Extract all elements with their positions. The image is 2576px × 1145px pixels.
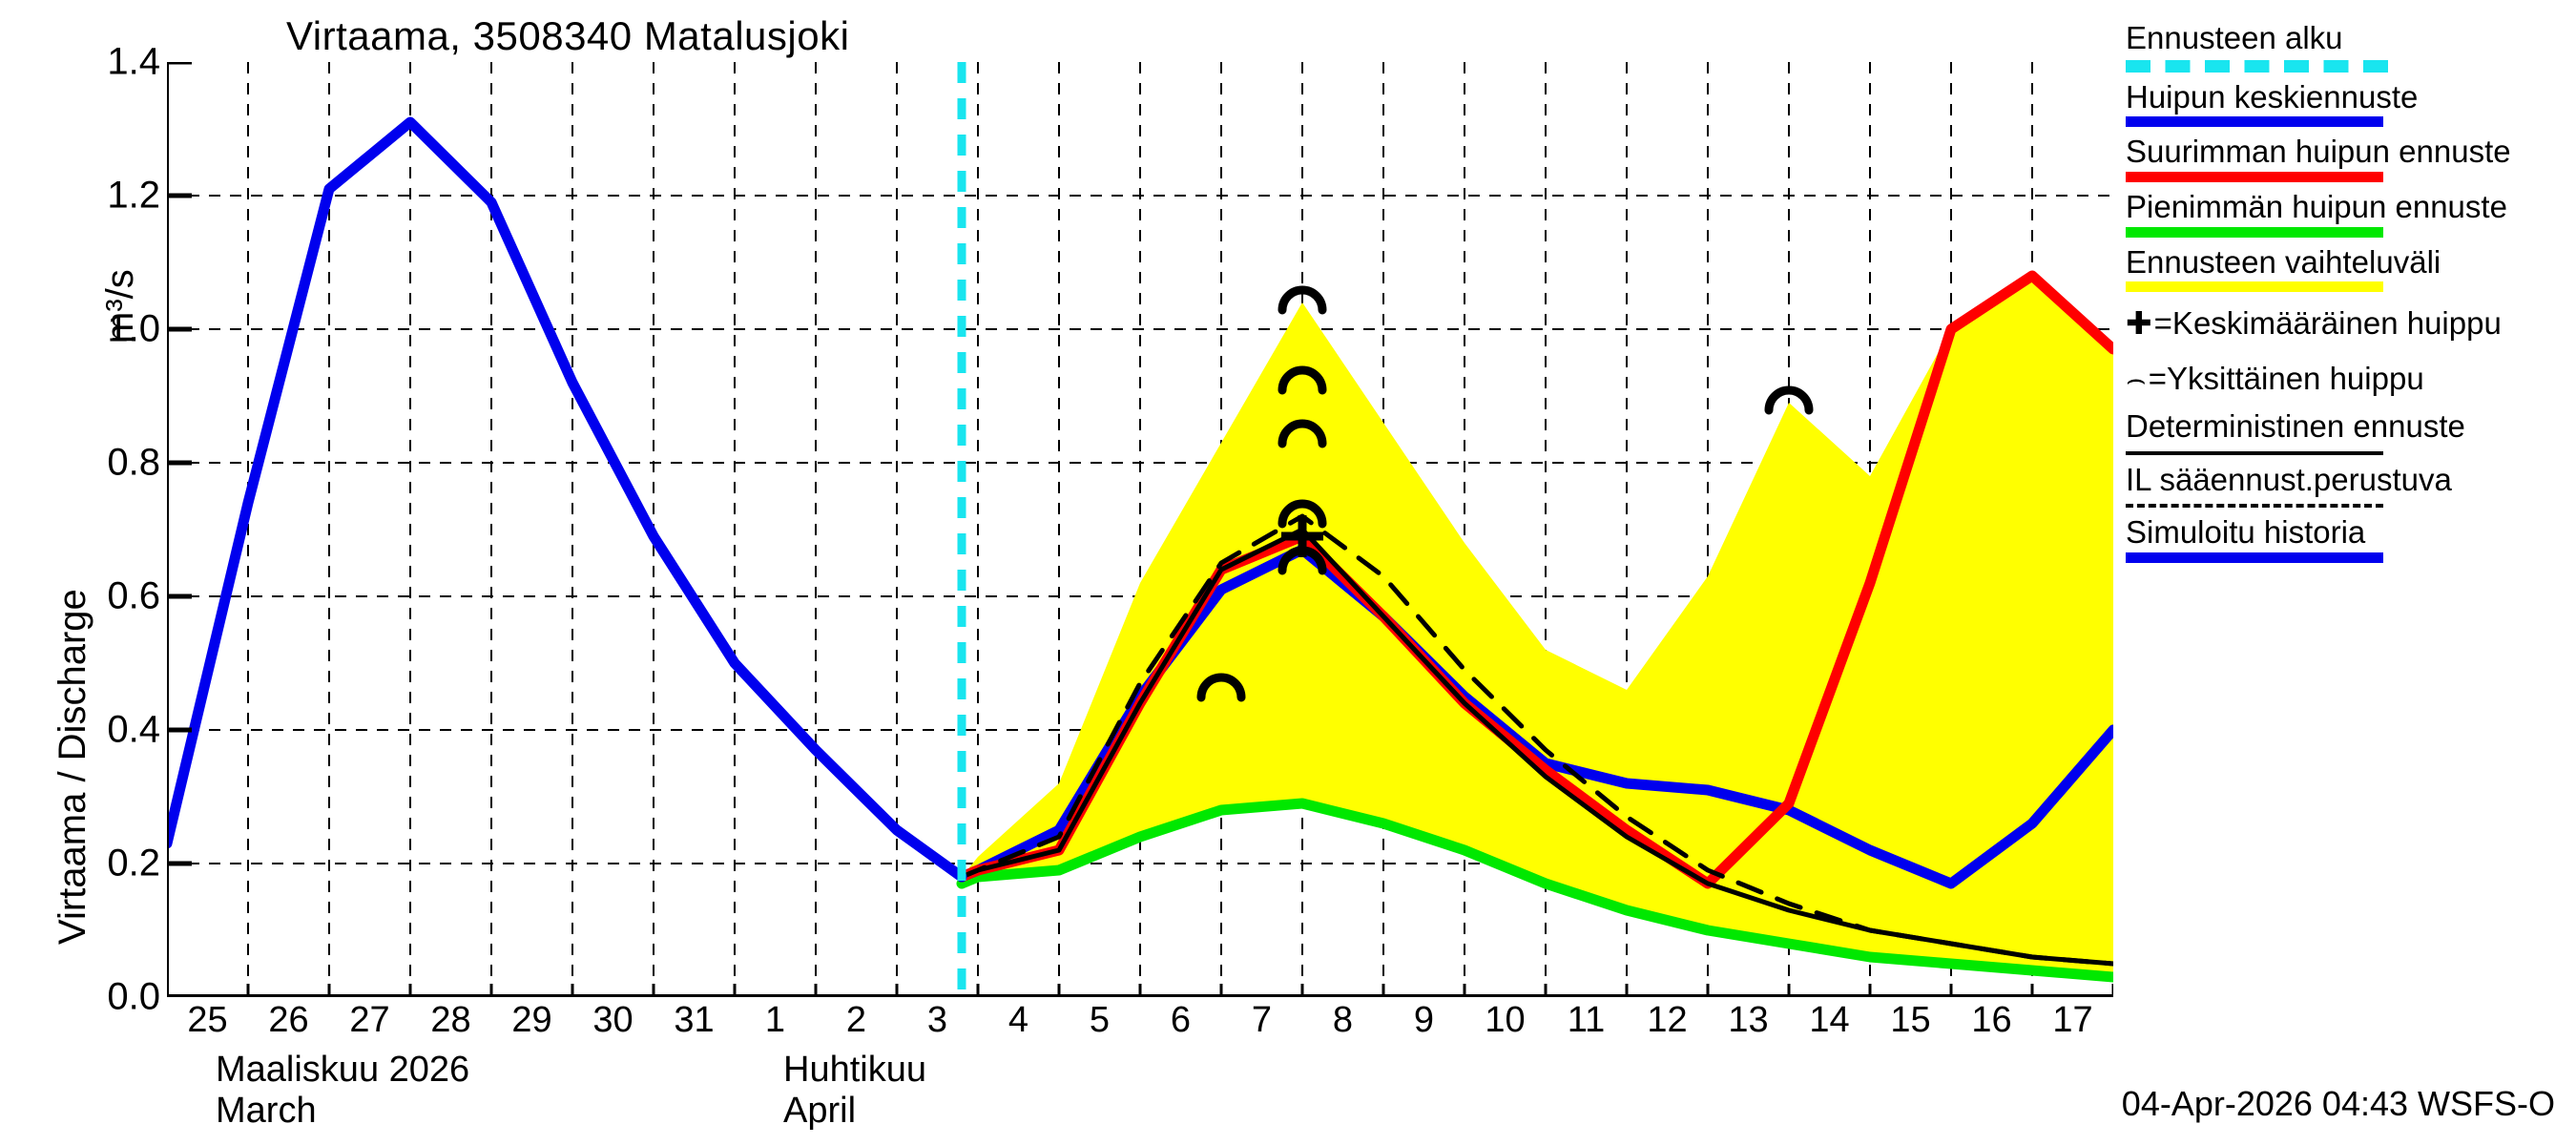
month-label-march-fi: Maaliskuu 2026 (216, 1050, 470, 1090)
y-axis-tick-label: 0.6 (107, 574, 160, 617)
month-label-april-fi: Huhtikuu (783, 1050, 926, 1090)
legend-item-forecast-range[interactable]: Ennusteen vaihteluväli (2126, 243, 2574, 293)
page-title: Virtaama, 3508340 Matalusjoki (286, 13, 850, 58)
month-label-april: Huhtikuu April (783, 1050, 926, 1131)
x-axis-tick-label: 17 (2052, 1000, 2093, 1040)
legend-item-peak-mean-forecast[interactable]: Huipun keskiennuste (2126, 78, 2574, 128)
legend-label-peak-max-forecast: Suurimman huipun ennuste (2126, 134, 2511, 170)
x-axis-tick-label: 28 (430, 1000, 471, 1040)
legend-label-forecast-range: Ennusteen vaihteluväli (2126, 243, 2441, 280)
y-axis-tick-label: 1.0 (107, 307, 160, 350)
chart-legend: Ennusteen alku Huipun keskiennuste Suurimm… (2126, 21, 2574, 571)
single-peak-marker (1278, 499, 1327, 529)
legend-label-peak-mean-forecast: Huipun keskiennuste (2126, 78, 2419, 114)
legend-item-forecast-start[interactable]: Ennusteen alku (2126, 21, 2574, 73)
y-axis-tick-label: 0.4 (107, 708, 160, 751)
legend-label-mean-peak-marker: =Keskimääräinen huippu (2153, 305, 2502, 342)
month-label-april-en: April (783, 1090, 857, 1131)
single-peak-marker (1764, 385, 1814, 415)
legend-item-deterministic-forecast[interactable]: Deterministinen ennuste (2126, 409, 2574, 455)
x-axis-tick-label: 3 (926, 1000, 948, 1040)
legend-label-peak-min-forecast: Pienimmän huipun ennuste (2126, 188, 2507, 224)
x-axis-tick-label: 30 (592, 1000, 634, 1040)
y-axis-tick-labels: 0.0 0.2 0.4 0.6 0.8 1.0 1.2 1.4 (0, 0, 160, 1145)
legend-label-simulated-history: Simuloitu historia (2126, 514, 2366, 551)
legend-item-peak-min-forecast[interactable]: Pienimmän huipun ennuste (2126, 190, 2574, 238)
single-peak-marker (1278, 285, 1327, 315)
x-axis-tick-label: 13 (1728, 1000, 1769, 1040)
mean-peak-icon: ✚ (2126, 305, 2152, 342)
x-axis-tick-label: 29 (511, 1000, 552, 1040)
y-axis-tick-label: 0.2 (107, 842, 160, 885)
single-peak-marker (1278, 365, 1327, 395)
legend-label-forecast-start: Ennusteen alku (2126, 20, 2343, 55)
x-axis-tick-label: 5 (1089, 1000, 1111, 1040)
single-peak-marker (1196, 673, 1246, 702)
y-axis-tick-label: 1.4 (107, 40, 160, 83)
legend-swatch-simulated-history (2126, 552, 2383, 563)
x-axis-tick-label: 4 (1008, 1000, 1029, 1040)
legend-swatch-forecast-range (2126, 281, 2383, 293)
single-peak-icon: ⌢ (2126, 360, 2147, 396)
footer-timestamp: 04-Apr-2026 04:43 WSFS-O (2121, 1084, 2555, 1123)
y-axis-tick-label: 0.0 (107, 975, 160, 1018)
x-axis-tick-label: 25 (187, 1000, 228, 1040)
x-axis-tick-label: 15 (1890, 1000, 1931, 1040)
x-axis-tick-label: 2 (845, 1000, 867, 1040)
x-axis-tick-label: 6 (1170, 1000, 1192, 1040)
legend-swatch-peak-mean-forecast (2126, 116, 2383, 128)
legend-label-single-peak-marker: =Yksittäinen huippu (2148, 360, 2424, 396)
month-label-march: Maaliskuu 2026 March (216, 1050, 469, 1131)
x-axis-tick-label: 12 (1647, 1000, 1688, 1040)
legend-swatch-forecast-start (2126, 59, 2388, 73)
x-axis-tick-label: 31 (674, 1000, 715, 1040)
series-il-s-ennust-perustuva (959, 513, 2113, 967)
legend-item-peak-max-forecast[interactable]: Suurimman huipun ennuste (2126, 135, 2574, 182)
x-axis-tick-label: 8 (1332, 1000, 1354, 1040)
x-axis-tick-label: 7 (1251, 1000, 1273, 1040)
y-axis-tick-label: 0.8 (107, 441, 160, 484)
legend-label-deterministic-forecast: Deterministinen ennuste (2126, 408, 2465, 445)
x-axis-tick-label: 14 (1809, 1000, 1850, 1040)
x-axis-tick-label: 26 (268, 1000, 309, 1040)
legend-swatch-il-weather-forecast (2126, 504, 2383, 509)
legend-item-mean-peak-marker[interactable]: ✚ =Keskimääräinen huippu (2126, 300, 2574, 347)
legend-swatch-deterministic-forecast (2126, 450, 2383, 455)
series-simuloitu-historia (167, 116, 967, 883)
plot-area (167, 62, 2113, 997)
legend-swatch-peak-min-forecast (2126, 226, 2383, 238)
legend-label-il-weather-forecast: IL sääennust.perustuva (2126, 461, 2452, 497)
y-axis-tick-label: 1.2 (107, 174, 160, 217)
x-axis-tick-label: 16 (1971, 1000, 2012, 1040)
x-axis-tick-label: 10 (1485, 1000, 1526, 1040)
legend-swatch-peak-max-forecast (2126, 171, 2383, 182)
forecast-range-band (962, 276, 2113, 977)
x-axis-tick-label: 1 (764, 1000, 786, 1040)
month-label-march-en: March (216, 1090, 317, 1131)
x-axis-tick-labels: 25 26 27 28 29 30 31 1 2 3 4 5 6 7 8 9 10 11 12 13 14 15 16 17 (0, 1000, 2576, 1055)
chart-canvas (167, 62, 2113, 997)
single-peak-marker (1278, 419, 1327, 448)
legend-item-simulated-history[interactable]: Simuloitu historia (2126, 515, 2574, 563)
legend-item-single-peak-marker[interactable]: ⌢ =Yksittäinen huippu (2126, 355, 2574, 403)
x-axis-tick-label: 27 (349, 1000, 390, 1040)
series-pienimm-n-huipun-ennuste (956, 798, 2113, 983)
legend-item-il-weather-forecast[interactable]: IL sääennust.perustuva (2126, 463, 2574, 509)
x-axis-tick-label: 9 (1413, 1000, 1435, 1040)
x-axis-tick-label: 11 (1567, 1000, 1606, 1040)
